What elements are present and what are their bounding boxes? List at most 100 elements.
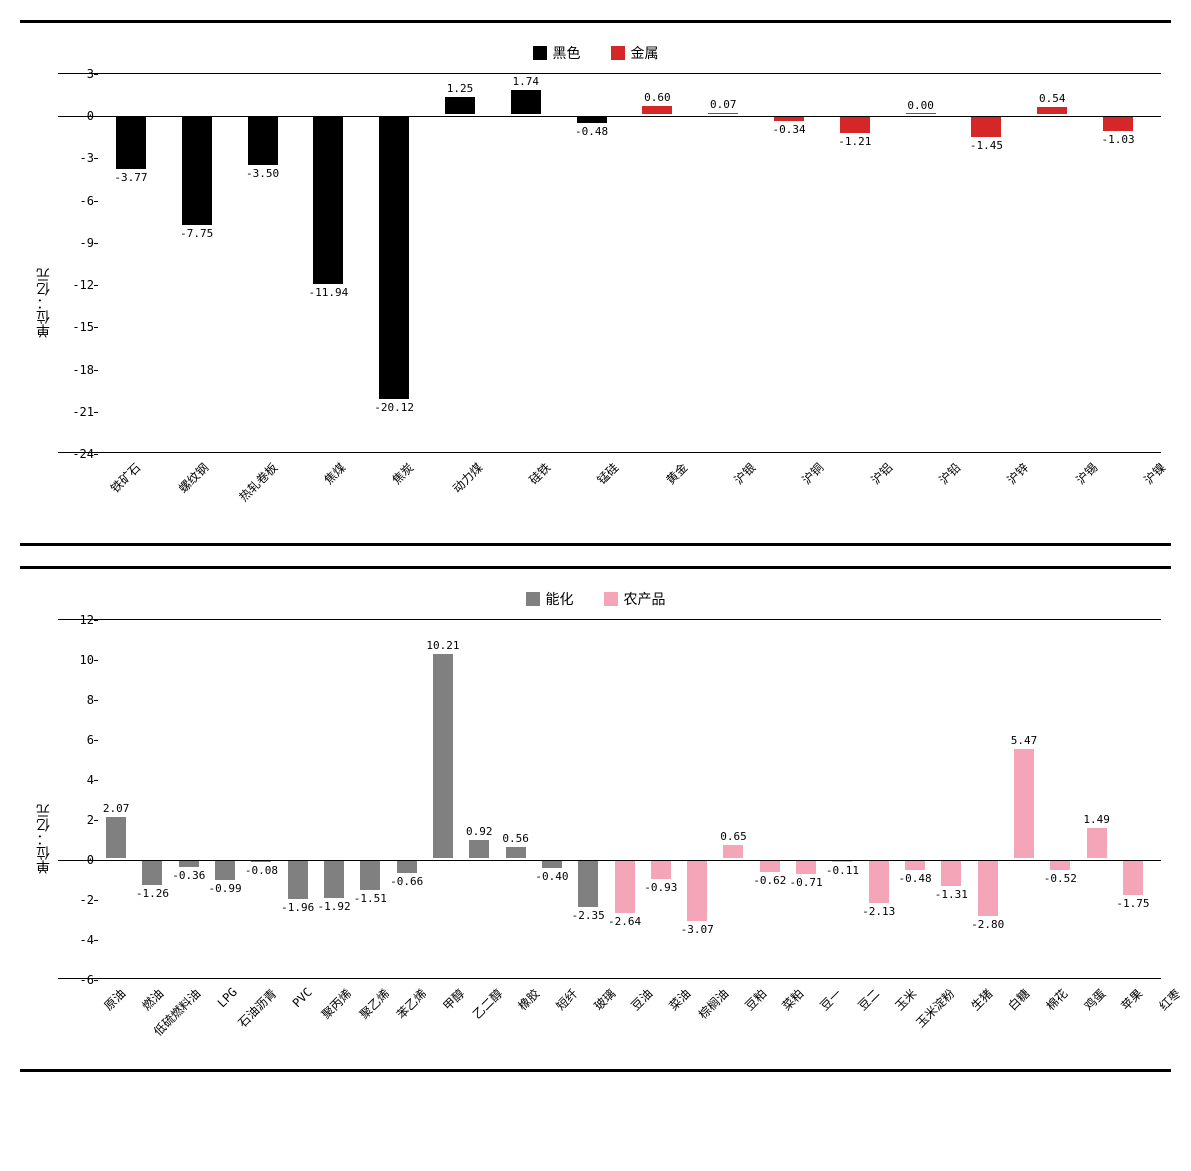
bar [379, 116, 409, 399]
legend-item: 能化 [526, 589, 574, 609]
xlabel: 沪铜 [781, 453, 849, 533]
xlabel: 动力煤 [440, 453, 508, 533]
bar [615, 860, 635, 913]
bar-slot: -0.62 [752, 620, 788, 978]
xlabel: 沪铝 [849, 453, 917, 533]
bar-slot: -0.11 [824, 620, 860, 978]
bar-value-label: 1.25 [447, 82, 474, 95]
bar-slot: 0.60 [625, 74, 691, 452]
bar [142, 860, 162, 885]
bar-value-label: 0.07 [710, 98, 737, 111]
xlabel: 热轧卷板 [235, 453, 303, 533]
bar-slot: -3.50 [230, 74, 296, 452]
bar [469, 840, 489, 858]
bar-slot: 1.74 [493, 74, 559, 452]
legend-swatch [611, 46, 625, 60]
xlabel: PVC [286, 979, 324, 1059]
xlabel: 鸡蛋 [1078, 979, 1116, 1059]
bar [324, 860, 344, 898]
ytick-label: -6 [58, 973, 94, 987]
bar-slot: 1.49 [1078, 620, 1114, 978]
bar-slot: -3.77 [98, 74, 164, 452]
bar [397, 860, 417, 873]
bar [179, 860, 199, 867]
xlabel: 沪银 [713, 453, 781, 533]
bar-value-label: -0.40 [535, 870, 568, 883]
bar-slot: -1.45 [954, 74, 1020, 452]
bar-value-label: -1.92 [317, 900, 350, 913]
bar [642, 106, 672, 114]
plot-area-2: -6-4-2024681012 2.07-1.26-0.36-0.99-0.08… [58, 619, 1161, 979]
bar-value-label: 5.47 [1011, 734, 1038, 747]
bar-value-label: -7.75 [180, 227, 213, 240]
bar-slot: -1.26 [134, 620, 170, 978]
bar-value-label: -3.77 [114, 171, 147, 184]
bar-slot: -2.13 [861, 620, 897, 978]
bar [708, 113, 738, 114]
legend-item: 金属 [611, 43, 659, 63]
xlabel: 豆二 [852, 979, 890, 1059]
bar-slot: -0.48 [897, 620, 933, 978]
xlabel: 沪铅 [918, 453, 986, 533]
xlabel: 焦煤 [303, 453, 371, 533]
ytick-label: -6 [58, 194, 94, 208]
bar-value-label: 1.74 [513, 75, 540, 88]
bar-slot: -2.35 [570, 620, 606, 978]
bar-slot: 1.25 [427, 74, 493, 452]
bar [1103, 116, 1133, 130]
bar-value-label: -0.48 [898, 872, 931, 885]
bar-value-label: -0.52 [1044, 872, 1077, 885]
ytick-label: -15 [58, 320, 94, 334]
bar-slot: -0.66 [389, 620, 425, 978]
bar-value-label: -2.35 [572, 909, 605, 922]
ytick-label: 3 [58, 67, 94, 81]
xlabel: 菜油 [663, 979, 701, 1059]
legend-label: 金属 [631, 43, 659, 63]
ytick-label: 6 [58, 733, 94, 747]
legend-item: 黑色 [533, 43, 581, 63]
ytick-label: 10 [58, 653, 94, 667]
ytick-label: -9 [58, 236, 94, 250]
xlabel: 黄金 [645, 453, 713, 533]
ylabel-1: 单位：亿元 [30, 73, 58, 533]
xlabel: 焦炭 [371, 453, 439, 533]
bar-slot: 0.00 [888, 74, 954, 452]
bar-slot: -7.75 [164, 74, 230, 452]
ylabel-2: 单位：亿元 [30, 619, 58, 1059]
bar-value-label: -0.99 [209, 882, 242, 895]
bar-value-label: -0.36 [172, 869, 205, 882]
bar-value-label: -1.03 [1102, 133, 1135, 146]
bar [506, 847, 526, 858]
bar-slot: 0.56 [497, 620, 533, 978]
bar-value-label: 0.60 [644, 91, 671, 104]
plot-area-1: -24-21-18-15-12-9-6-303 -3.77-7.75-3.50-… [58, 73, 1161, 453]
bar-value-label: -11.94 [308, 286, 348, 299]
bar-slot: -0.71 [788, 620, 824, 978]
bar-value-label: 0.56 [502, 832, 529, 845]
ytick-label: -12 [58, 278, 94, 292]
bar-slot: 0.07 [690, 74, 756, 452]
xlabel: 玉米淀粉 [927, 979, 965, 1059]
ytick-label: 12 [58, 613, 94, 627]
ytick-label: -2 [58, 893, 94, 907]
bar-slot: -1.03 [1085, 74, 1151, 452]
bar [215, 860, 235, 880]
bar-value-label: -0.93 [644, 881, 677, 894]
bar-slot: -0.34 [756, 74, 822, 452]
bar-slot: -20.12 [361, 74, 427, 452]
xlabel: 聚乙烯 [362, 979, 400, 1059]
bar-value-label: 0.00 [907, 99, 934, 112]
xlabel: 原油 [98, 979, 136, 1059]
bar-slot: -0.48 [559, 74, 625, 452]
xlabel: 棉花 [1040, 979, 1078, 1059]
legend-swatch [604, 592, 618, 606]
xlabel: 聚丙烯 [324, 979, 362, 1059]
bar [971, 116, 1001, 136]
bar [578, 860, 598, 907]
bar-slot: -0.93 [643, 620, 679, 978]
bar-value-label: -1.96 [281, 901, 314, 914]
bar [941, 860, 961, 886]
bar-value-label: -2.13 [862, 905, 895, 918]
chart-panel-1: 黑色金属 单位：亿元 -24-21-18-15-12-9-6-303 -3.77… [20, 20, 1171, 546]
bar-slot: -0.99 [207, 620, 243, 978]
